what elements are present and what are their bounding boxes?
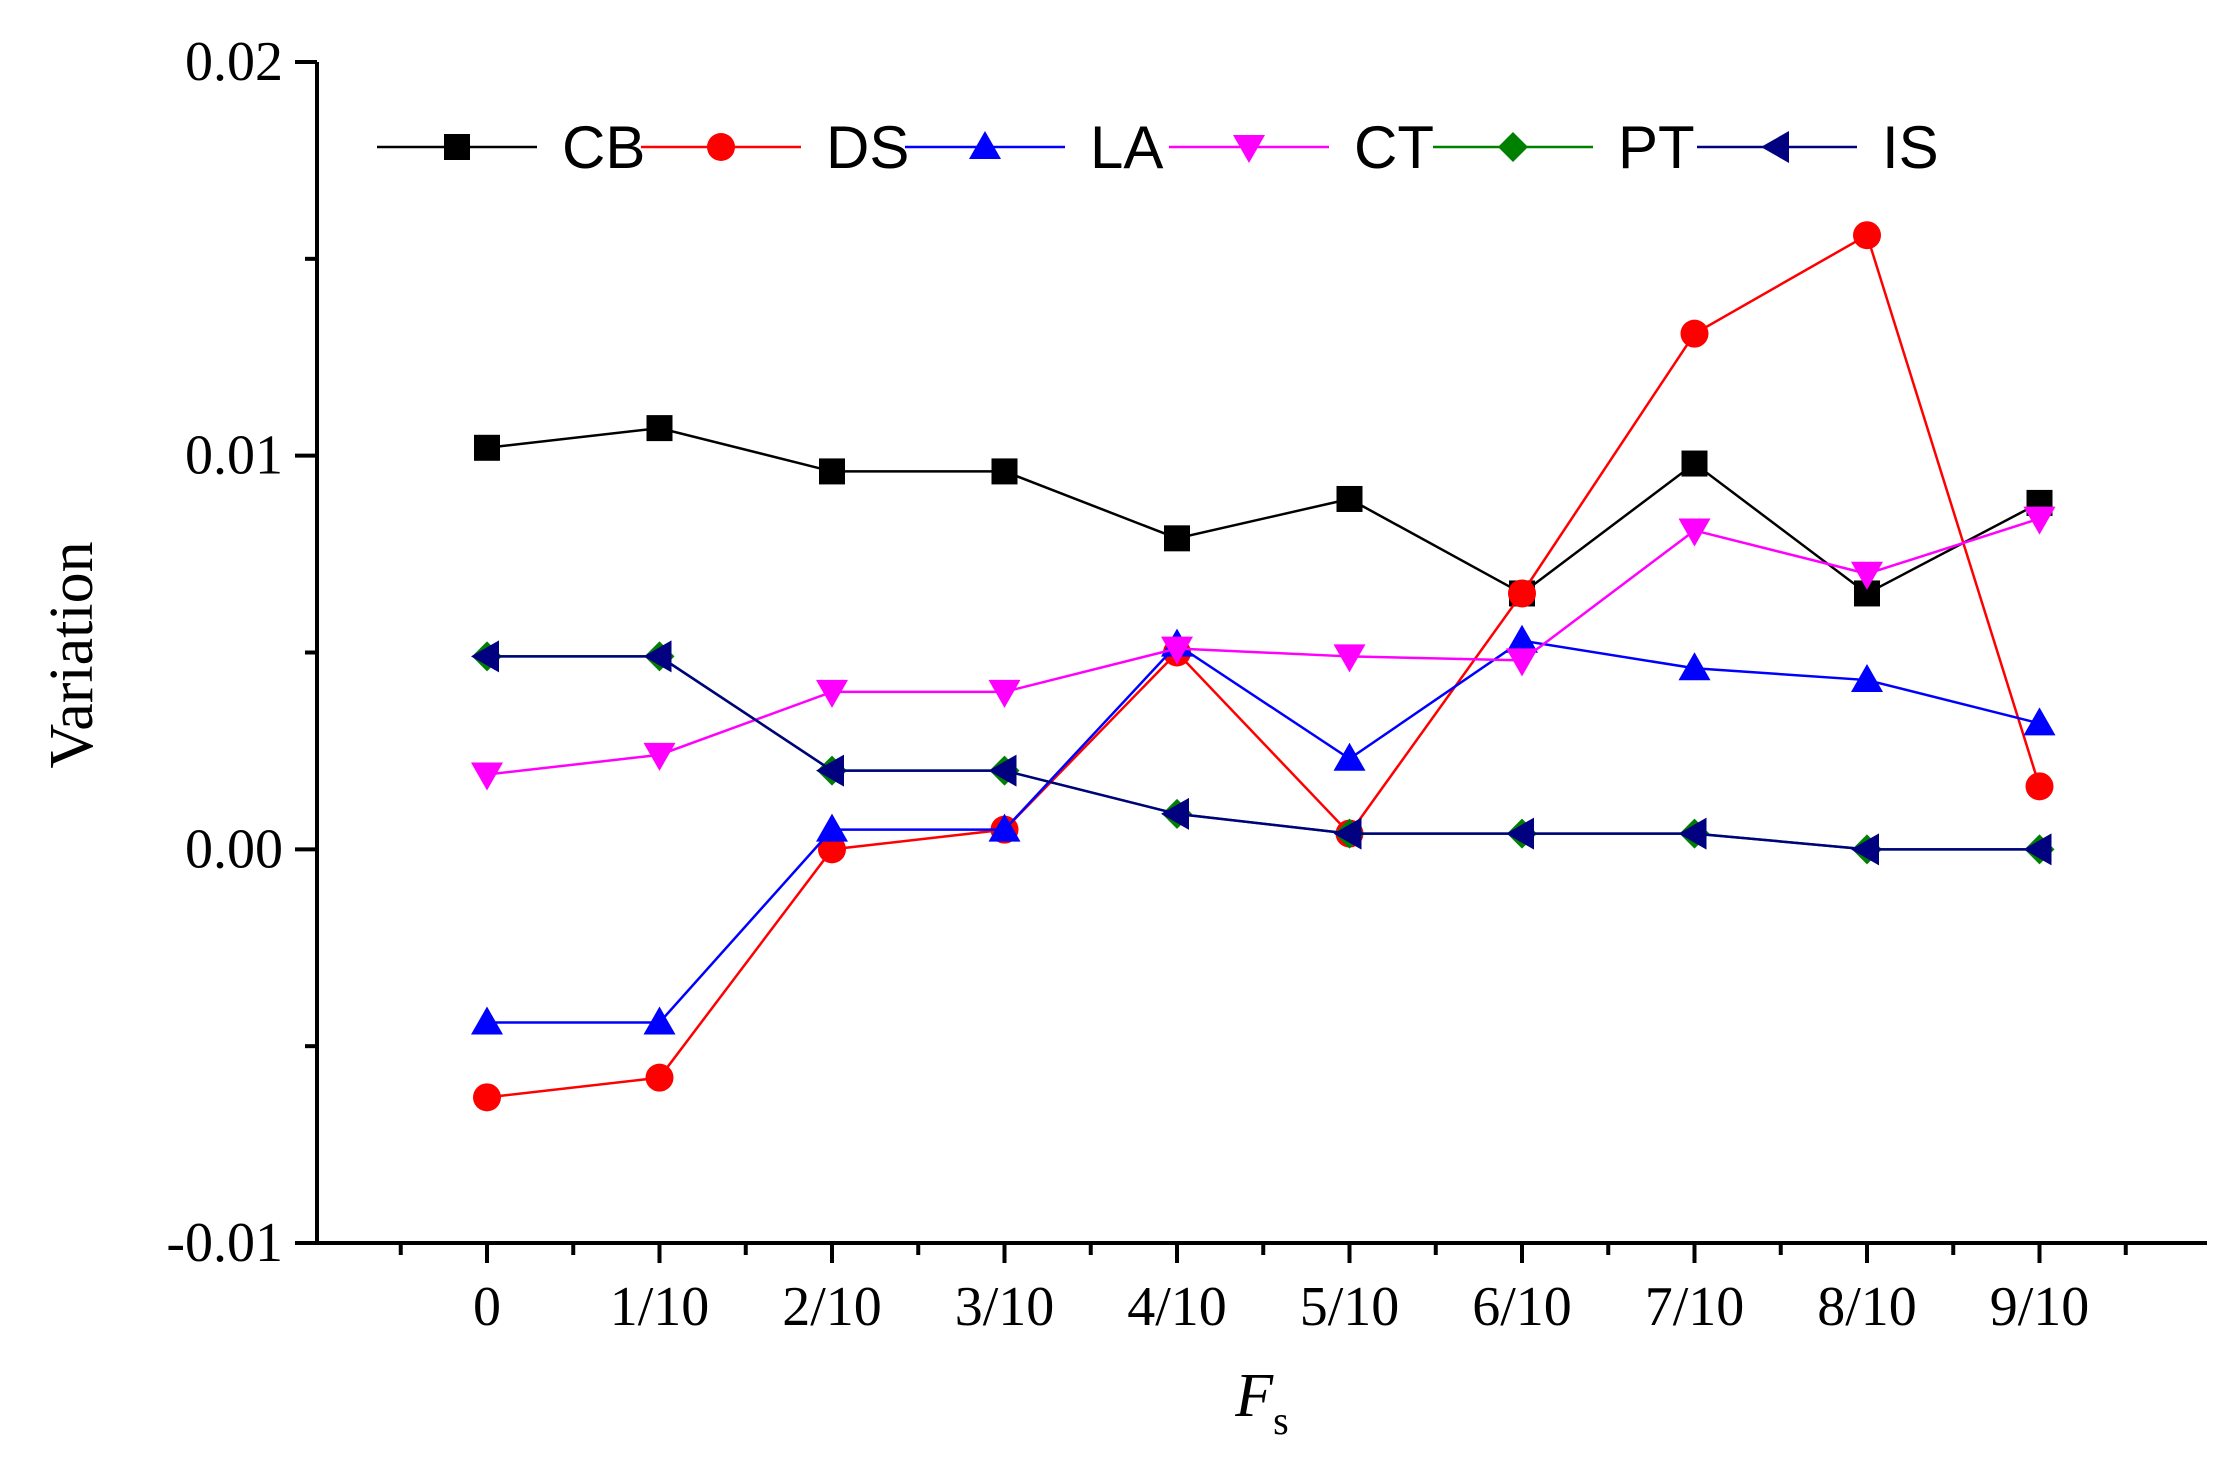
data-point-cb	[991, 458, 1018, 485]
data-point-is	[1161, 797, 1189, 830]
data-point-ct	[643, 742, 676, 771]
data-point-la	[1506, 624, 1538, 653]
data-point-la	[1851, 664, 1883, 693]
series-cb	[474, 415, 2053, 607]
data-point-la	[1333, 742, 1366, 771]
series-is	[471, 640, 2052, 866]
x-tick-label: 4/10	[1127, 1276, 1227, 1338]
legend-label: PT	[1618, 114, 1695, 181]
data-point-ds	[473, 1083, 501, 1112]
data-point-cb	[1164, 525, 1190, 552]
series-la	[471, 624, 2056, 1035]
x-tick-label: 5/10	[1300, 1276, 1400, 1338]
data-point-ct	[471, 762, 503, 791]
data-point-ds	[1508, 579, 1536, 608]
data-point-ds	[2025, 772, 2054, 801]
y-tick-label: -0.01	[166, 1212, 283, 1274]
legend-marker	[1498, 132, 1528, 162]
legend-label: IS	[1882, 114, 1939, 181]
x-axis-title: Fs	[1234, 1362, 1288, 1443]
legend-label: DS	[826, 114, 909, 181]
series-line-pt	[487, 655, 2040, 851]
y-tick-label: 0.01	[185, 425, 283, 487]
x-tick-label: 6/10	[1472, 1276, 1572, 1338]
data-point-ds	[1680, 319, 1709, 348]
series-ct	[471, 506, 2056, 791]
legend: CB DS LA CT PT IS	[377, 114, 1939, 181]
legend-marker	[969, 131, 1001, 159]
data-point-cb	[1336, 485, 1363, 512]
data-point-ct	[1678, 518, 1711, 547]
series-line-ds	[486, 233, 2041, 1099]
data-point-is	[643, 640, 672, 673]
x-tick-label: 1/10	[610, 1276, 710, 1338]
series-line-ct	[486, 517, 2040, 776]
legend-item-pt: PT	[1433, 114, 1695, 181]
series-pt	[472, 641, 2055, 865]
data-point-is	[1851, 833, 1879, 866]
data-point-ds	[645, 1063, 674, 1092]
y-tick-label: 0.02	[185, 31, 283, 93]
data-point-cb	[1681, 450, 1708, 477]
series-ds	[473, 221, 2054, 1112]
legend-item-ct: CT	[1169, 114, 1434, 181]
x-tick-label: 3/10	[955, 1276, 1055, 1338]
data-point-ct	[1333, 644, 1366, 673]
y-tick-label: 0.00	[185, 818, 283, 880]
legend-item-is: IS	[1697, 114, 1939, 181]
x-tick-label: 2/10	[782, 1276, 882, 1338]
data-point-ct	[1506, 648, 1538, 677]
data-point-is	[1506, 817, 1534, 850]
x-tick-label: 7/10	[1645, 1276, 1745, 1338]
data-point-is	[471, 640, 499, 673]
legend-marker	[1233, 135, 1265, 163]
legend-item-la: LA	[905, 114, 1163, 181]
data-point-la	[2023, 707, 2056, 736]
data-point-is	[988, 754, 1017, 787]
data-point-ds	[1853, 221, 1881, 250]
legend-label: CT	[1354, 114, 1434, 181]
data-point-ct	[2023, 506, 2056, 535]
data-point-cb	[646, 415, 673, 442]
data-point-ds	[818, 835, 846, 864]
legend-item-cb: CB	[377, 114, 645, 181]
legend-label: CB	[562, 114, 645, 181]
legend-marker	[1761, 131, 1789, 163]
axes: -0.01 0.00 0.01 0.02 0 1/10 2/10 3/10 4/10 5/10 6/…	[166, 31, 2207, 1338]
legend-marker	[444, 134, 470, 160]
data-point-la	[643, 1006, 676, 1035]
x-tick-label: 9/10	[1990, 1276, 2090, 1338]
data-point-la	[471, 1006, 503, 1035]
data-point-is	[1678, 817, 1707, 850]
data-point-cb	[819, 458, 845, 485]
legend-marker	[707, 133, 735, 161]
data-point-ct	[1851, 561, 1883, 590]
x-axis-title-main: F	[1234, 1362, 1274, 1430]
data-point-is	[2023, 833, 2052, 866]
data-point-la	[816, 813, 848, 842]
series-line-cb	[486, 426, 2041, 595]
data-point-la	[988, 813, 1021, 842]
data-point-is	[1333, 817, 1362, 850]
data-point-is	[816, 754, 844, 787]
series-line-la	[487, 639, 2040, 1024]
legend-label: LA	[1090, 114, 1163, 181]
series-line-is	[487, 655, 2040, 851]
x-axis-title-subscript: s	[1273, 1398, 1289, 1443]
data-point-la	[1678, 652, 1711, 681]
data-point-ct	[988, 679, 1021, 708]
data-point-ct	[1161, 636, 1193, 665]
legend-item-ds: DS	[641, 114, 909, 181]
data-point-cb	[474, 434, 500, 461]
data-point-ct	[816, 679, 848, 708]
series-layer	[471, 221, 2056, 1112]
x-tick-label: 8/10	[1817, 1276, 1917, 1338]
x-tick-label: 0	[473, 1276, 501, 1338]
y-axis-title: Variation	[38, 541, 106, 768]
